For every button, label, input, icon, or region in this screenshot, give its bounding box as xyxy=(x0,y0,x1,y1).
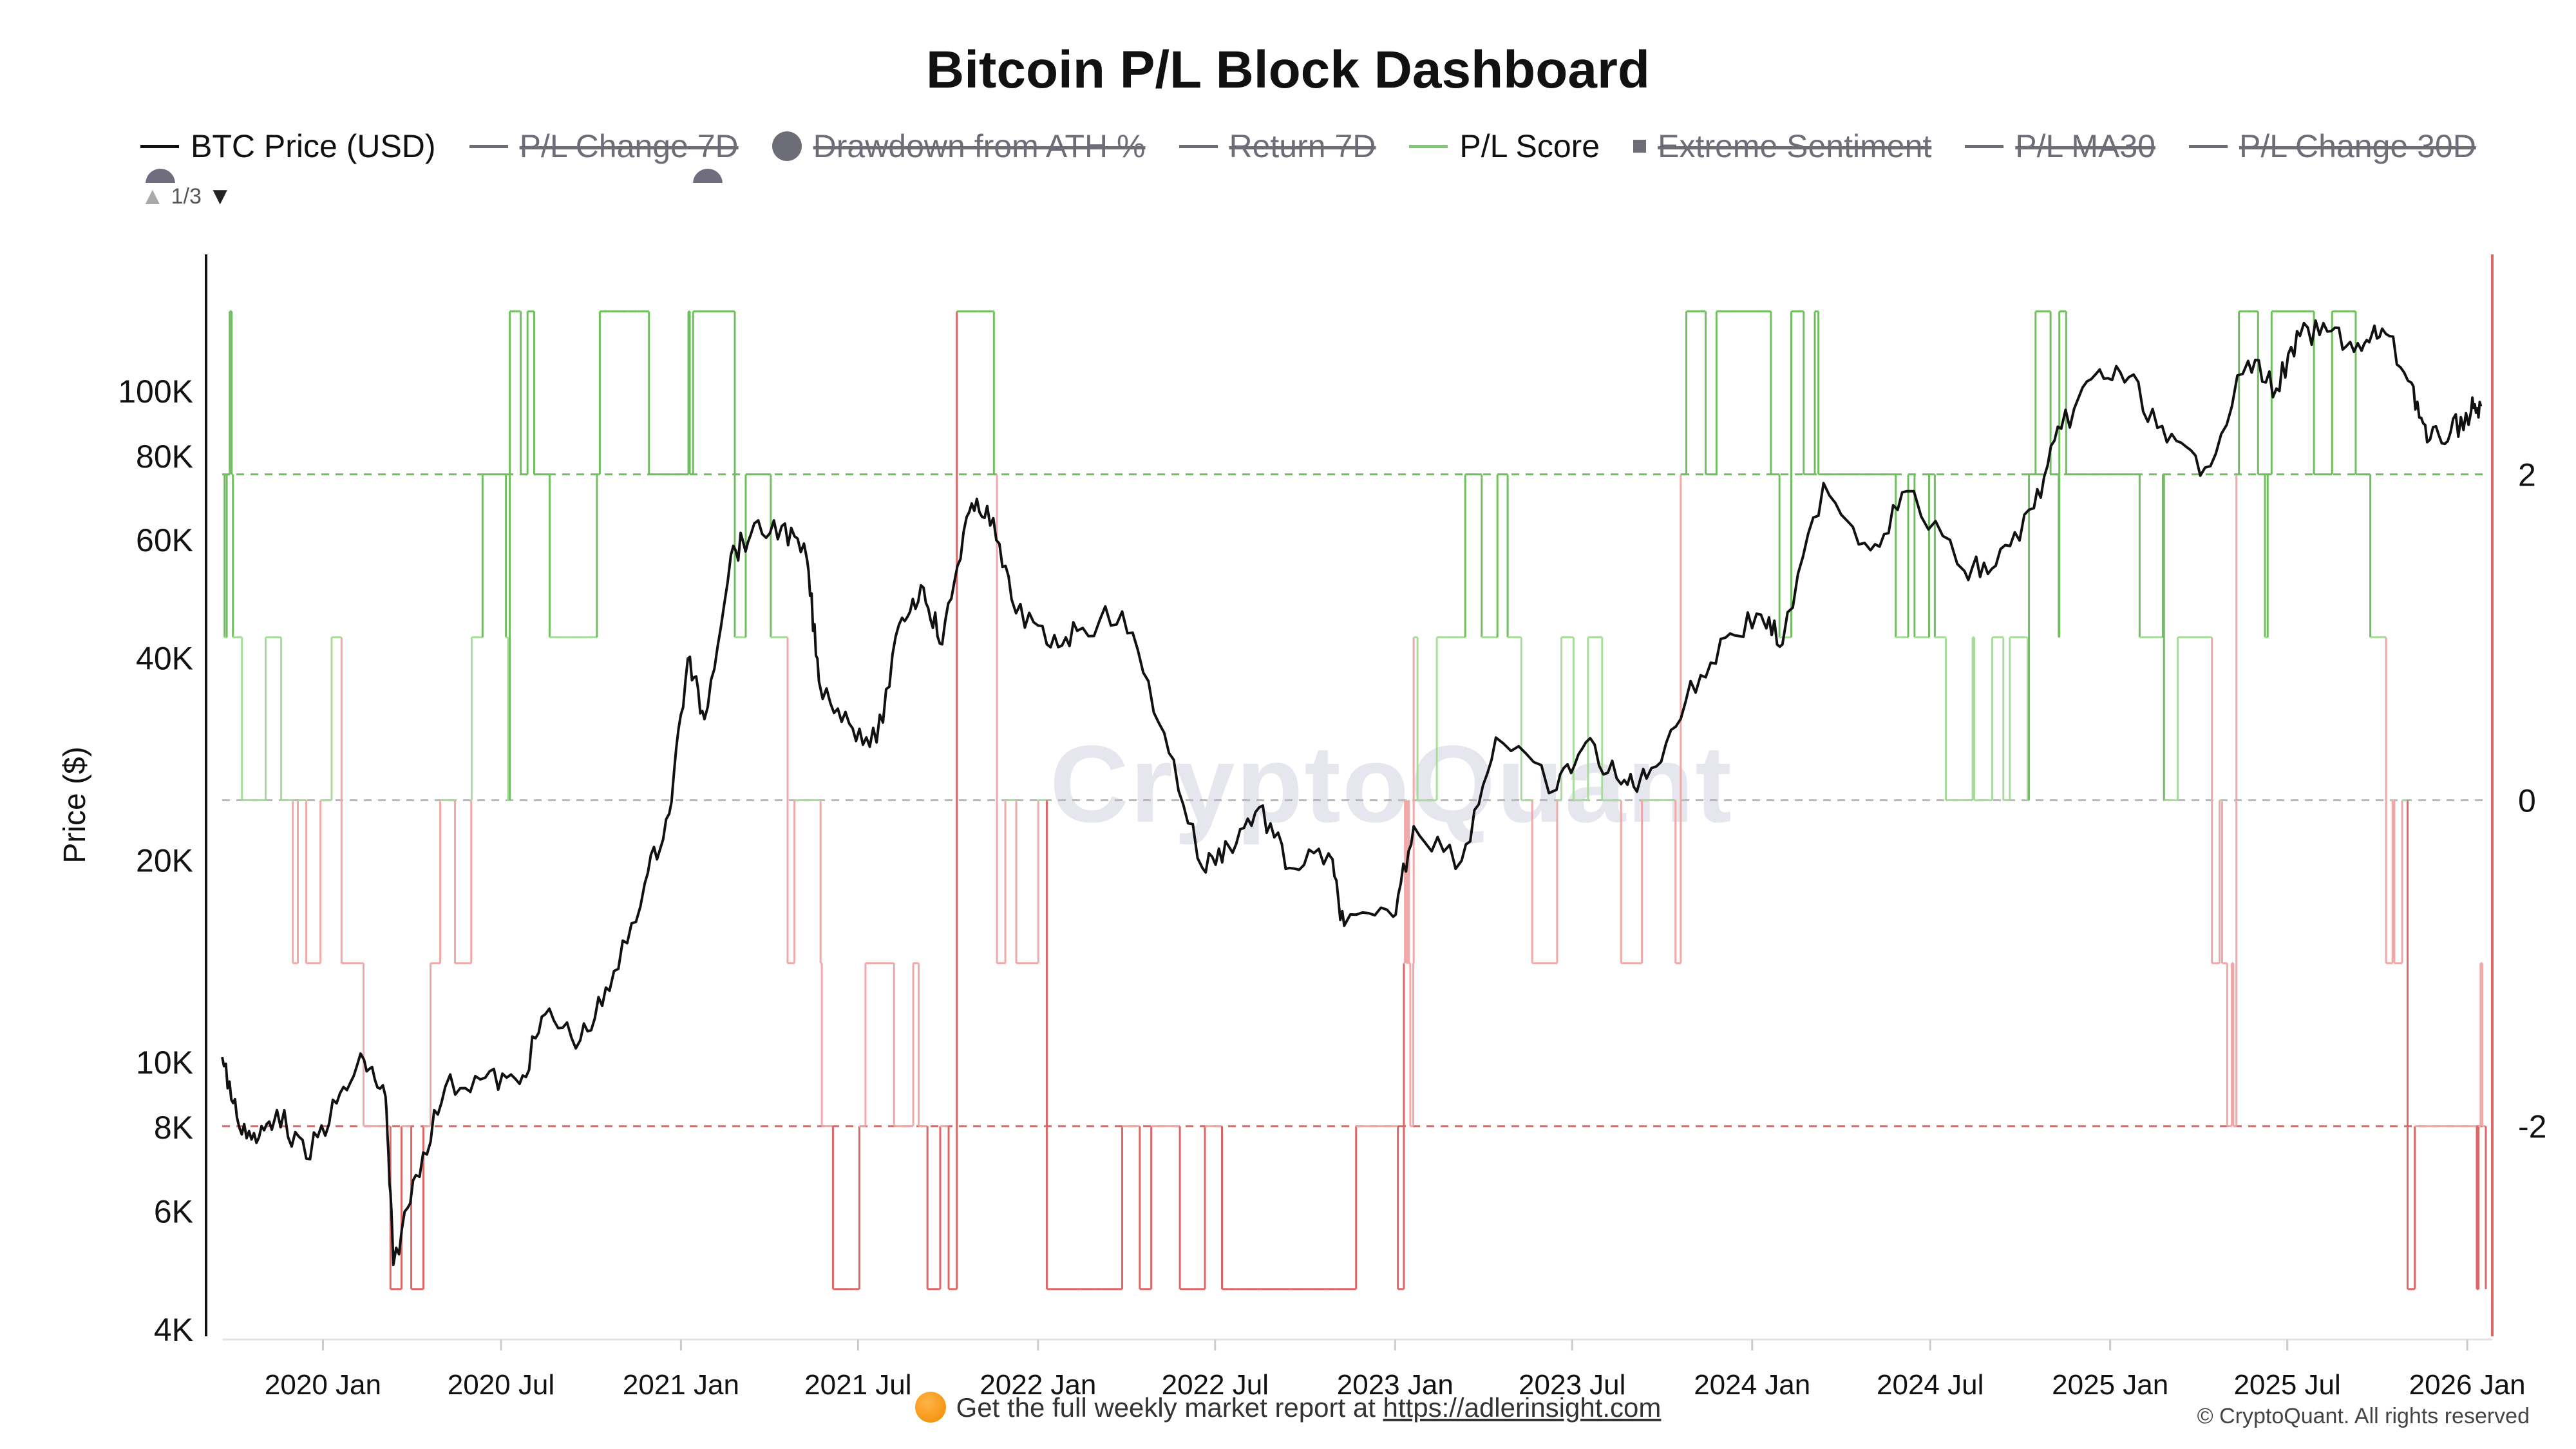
x-tick-label: 2026 Jan xyxy=(2409,1369,2526,1401)
legend-item-pl-ma30[interactable]: P/L MA30 xyxy=(1965,128,2155,165)
y-left-tick-label: 100K xyxy=(118,374,193,410)
legend-label: BTC Price (USD) xyxy=(191,128,436,164)
y-axis-label: Price ($) xyxy=(58,746,92,863)
legend-line-icon xyxy=(2188,144,2228,148)
pager-up-icon[interactable]: ▲ xyxy=(140,183,165,210)
legend-label: Drawdown from ATH % xyxy=(813,128,1146,164)
legend-line-icon xyxy=(469,144,508,148)
btc-price-line xyxy=(221,319,2483,1266)
pager-down-icon[interactable]: ▼ xyxy=(207,183,232,210)
chart-title: Bitcoin P/L Block Dashboard xyxy=(926,41,1650,99)
x-tick-label: 2023 Jan xyxy=(1337,1369,1454,1401)
x-tick-label: 2024 Jan xyxy=(1694,1369,1810,1401)
x-tick-label: 2025 Jan xyxy=(2052,1369,2168,1401)
y-left-tick-label: 20K xyxy=(136,842,193,878)
x-tick-label: 2022 Jul xyxy=(1162,1369,1269,1401)
y-left-tick-label: 60K xyxy=(136,522,193,558)
legend-item-pl-change-7d[interactable]: P/L Change 7D xyxy=(469,128,739,165)
x-tick-label: 2024 Jul xyxy=(1877,1369,1984,1401)
y-left-tick-label: 4K xyxy=(154,1312,193,1348)
report-coin-icon xyxy=(914,1391,946,1423)
legend-pager: ▲ 1/3 ▼ xyxy=(140,183,232,211)
y-right-tick-label: 0 xyxy=(2518,783,2536,819)
y-left-tick-label: 6K xyxy=(154,1193,193,1229)
legend-line-icon xyxy=(1965,144,2004,148)
report-link[interactable]: https://adlerinsight.com xyxy=(1383,1392,1662,1423)
legend-square-icon xyxy=(1633,140,1647,153)
legend-label: Return 7D xyxy=(1229,128,1376,164)
legend-item-pl-change-30d[interactable]: P/L Change 30D xyxy=(2188,128,2476,165)
legend-line-icon xyxy=(140,144,179,148)
legend-label: Extreme Sentiment xyxy=(1658,128,1932,164)
footer: Get the full weekly market report at htt… xyxy=(0,1391,2576,1425)
legend: BTC Price (USD) P/L Change 7D Drawdown f… xyxy=(140,124,2510,169)
legend-label: P/L Change 30D xyxy=(2239,128,2476,164)
x-tick-label: 2021 Jul xyxy=(804,1369,911,1401)
y-left-tick-label: 10K xyxy=(136,1045,193,1081)
x-tick-label: 2021 Jan xyxy=(623,1369,739,1401)
legend-item-return-7d[interactable]: Return 7D xyxy=(1179,128,1376,165)
y-left-tick-label: 40K xyxy=(136,641,193,677)
y-left-tick-label: 80K xyxy=(136,439,193,475)
y-left-tick-label: 8K xyxy=(154,1110,193,1146)
legend-item-btc-price[interactable]: BTC Price (USD) xyxy=(140,128,436,165)
x-tick-label: 2025 Jul xyxy=(2233,1369,2340,1401)
legend-dot-icon xyxy=(772,131,802,161)
legend-item-extreme-sentiment[interactable]: Extreme Sentiment xyxy=(1633,128,1931,165)
x-tick-label: 2020 Jul xyxy=(448,1369,554,1401)
y-right-tick-label: -2 xyxy=(2518,1109,2546,1145)
legend-line-icon xyxy=(1179,144,1218,148)
x-tick-label: 2022 Jan xyxy=(980,1369,1096,1401)
legend-label: P/L Change 7D xyxy=(519,128,739,164)
footer-text: Get the full weekly market report at xyxy=(956,1392,1383,1423)
legend-overflow-dot-icon xyxy=(693,169,723,183)
legend-overflow-dot-icon xyxy=(146,169,175,183)
watermark: CryptoQuant xyxy=(1050,723,1733,846)
pager-text: 1/3 xyxy=(171,184,202,209)
copyright: © CryptoQuant. All rights reserved xyxy=(2197,1404,2530,1428)
y-right-tick-label: 2 xyxy=(2518,457,2536,493)
legend-line-icon xyxy=(1409,144,1448,148)
legend-label: P/L Score xyxy=(1459,128,1600,164)
legend-label: P/L MA30 xyxy=(2015,128,2155,164)
legend-item-pl-score[interactable]: P/L Score xyxy=(1409,128,1600,165)
x-tick-label: 2020 Jan xyxy=(265,1369,381,1401)
x-tick-label: 2023 Jul xyxy=(1519,1369,1625,1401)
legend-item-drawdown[interactable]: Drawdown from ATH % xyxy=(772,128,1146,165)
